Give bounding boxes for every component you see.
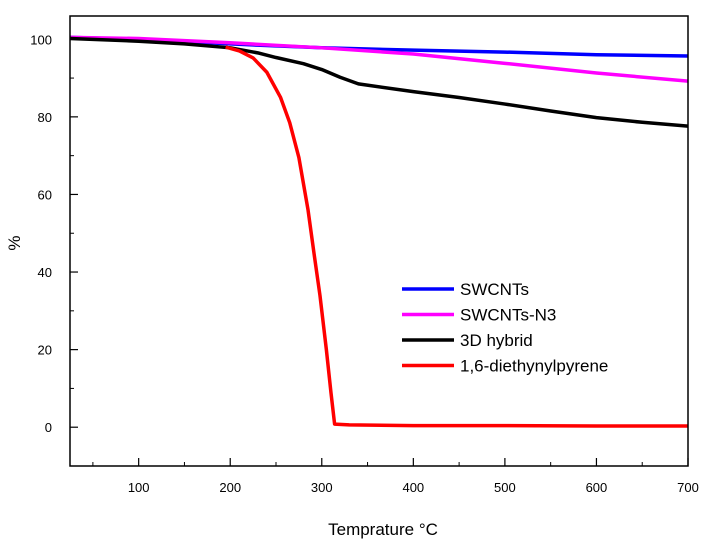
y-tick-label: 20 <box>38 343 52 358</box>
legend-label-2: SWCNTs-N3 <box>460 306 556 325</box>
x-tick-label: 200 <box>219 480 241 495</box>
x-tick-label: 700 <box>677 480 699 495</box>
ticks-layer <box>70 38 689 467</box>
y-tick-label: 100 <box>30 32 52 47</box>
x-axis-title: Temprature °C <box>328 520 438 539</box>
x-tick-labels: 100 200 300 400 500 600 700 <box>128 480 699 495</box>
y-tick-label: 40 <box>38 265 52 280</box>
legend-label-1: SWCNTs <box>460 280 529 299</box>
x-tick-label: 400 <box>402 480 424 495</box>
x-tick-label: 100 <box>128 480 150 495</box>
legend: SWCNTs SWCNTs-N3 3D hybrid 1,6-diethynylpyr… <box>402 280 608 376</box>
x-axis-unit: °C <box>419 520 438 539</box>
x-tick-label: 300 <box>311 480 333 495</box>
x-tick-label: 500 <box>494 480 516 495</box>
legend-label-3: 3D hybrid <box>460 331 533 350</box>
x-axis-title-text: Temprature <box>328 520 419 539</box>
series-layer <box>70 35 688 428</box>
x-tick-label: 600 <box>586 480 608 495</box>
y-tick-label: 0 <box>45 420 52 435</box>
plot-frame <box>69 15 689 467</box>
series-line-2 <box>70 35 688 83</box>
y-axis-title: % <box>5 235 24 250</box>
y-tick-label: 60 <box>38 187 52 202</box>
series-line-3 <box>70 36 688 128</box>
y-tick-labels: 0 20 40 60 80 100 <box>30 32 52 435</box>
y-tick-label: 80 <box>38 110 52 125</box>
series-line-4 <box>225 45 688 428</box>
legend-label-4: 1,6-diethynylpyrene <box>460 357 608 376</box>
